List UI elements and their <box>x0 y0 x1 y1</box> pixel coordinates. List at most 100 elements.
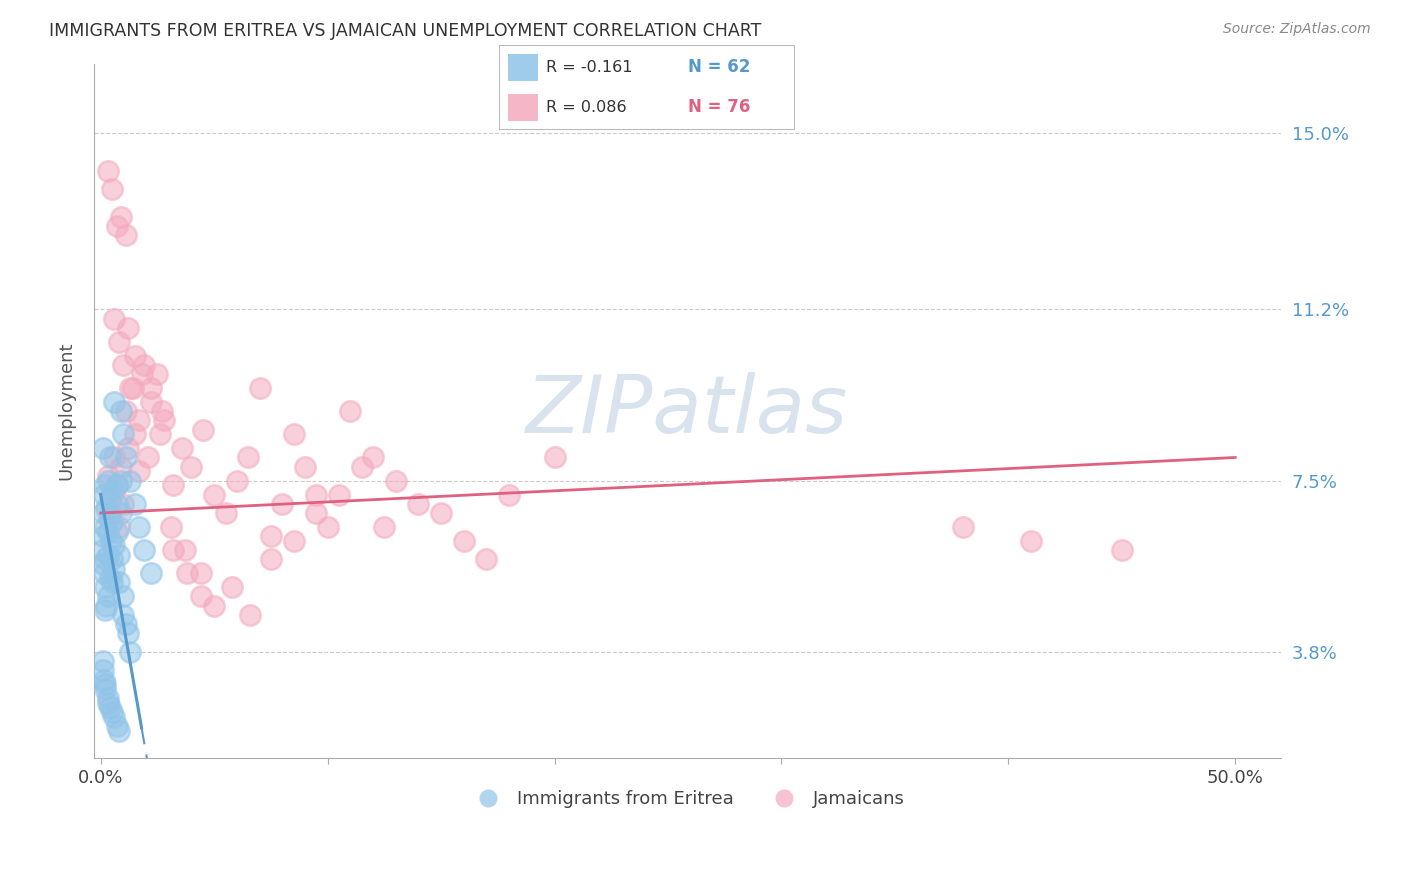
Point <box>94 681 117 696</box>
Point <box>91 664 114 678</box>
Point <box>93 673 115 687</box>
Point <box>101 705 124 719</box>
Point <box>108 723 131 738</box>
Point <box>176 566 198 581</box>
Point <box>105 719 128 733</box>
Point <box>91 529 114 543</box>
Point <box>93 487 115 501</box>
Point <box>339 404 361 418</box>
Point <box>172 441 194 455</box>
Point <box>350 459 373 474</box>
Text: N = 62: N = 62 <box>688 59 751 77</box>
Point <box>114 228 136 243</box>
Point <box>117 626 139 640</box>
Point <box>103 561 125 575</box>
Point <box>96 599 118 613</box>
Point <box>475 552 498 566</box>
Point <box>260 529 283 543</box>
Point <box>139 381 162 395</box>
Point <box>101 552 124 566</box>
Point <box>94 580 117 594</box>
Point <box>112 497 135 511</box>
Point <box>105 219 128 233</box>
Point <box>110 506 132 520</box>
Point <box>101 516 124 530</box>
Point <box>91 441 114 455</box>
Bar <box>508 94 537 120</box>
Point <box>96 696 118 710</box>
Point <box>260 552 283 566</box>
Point <box>328 487 350 501</box>
Point <box>139 566 162 581</box>
Point <box>239 607 262 622</box>
Point <box>98 571 121 585</box>
Point <box>105 497 128 511</box>
Text: IMMIGRANTS FROM ERITREA VS JAMAICAN UNEMPLOYMENT CORRELATION CHART: IMMIGRANTS FROM ERITREA VS JAMAICAN UNEM… <box>49 22 762 40</box>
Point <box>120 645 142 659</box>
Point <box>96 474 118 488</box>
Point <box>96 590 118 604</box>
Point <box>1111 543 1133 558</box>
Point <box>498 487 520 501</box>
Point <box>283 533 305 548</box>
Point <box>96 691 118 706</box>
Point <box>316 520 339 534</box>
Point <box>162 543 184 558</box>
Point <box>202 599 225 613</box>
Point <box>283 427 305 442</box>
Point <box>190 590 212 604</box>
Point <box>110 459 132 474</box>
Point <box>305 487 328 501</box>
Point <box>101 182 124 196</box>
Point <box>384 474 406 488</box>
Point <box>128 464 150 478</box>
Point <box>105 478 128 492</box>
Point <box>117 441 139 455</box>
Point <box>110 474 132 488</box>
Point <box>94 520 117 534</box>
Point <box>112 607 135 622</box>
Point <box>149 427 172 442</box>
Point <box>453 533 475 548</box>
Text: Source: ZipAtlas.com: Source: ZipAtlas.com <box>1223 22 1371 37</box>
Text: ZIPatlas: ZIPatlas <box>526 372 848 450</box>
Point <box>114 404 136 418</box>
Point <box>96 163 118 178</box>
Legend: Immigrants from Eritrea, Jamaicans: Immigrants from Eritrea, Jamaicans <box>463 783 912 815</box>
Point <box>120 381 142 395</box>
Point <box>305 506 328 520</box>
Point <box>408 497 430 511</box>
Point <box>162 478 184 492</box>
Point <box>160 520 183 534</box>
Point <box>101 575 124 590</box>
Point <box>221 580 243 594</box>
Point <box>131 367 153 381</box>
Point <box>114 450 136 465</box>
Point <box>121 381 143 395</box>
Point <box>96 469 118 483</box>
Point <box>93 566 115 581</box>
Point <box>952 520 974 534</box>
Point <box>103 538 125 552</box>
Point <box>124 427 146 442</box>
Point <box>101 483 124 497</box>
Point <box>108 575 131 590</box>
Point <box>1019 533 1042 548</box>
Point <box>128 520 150 534</box>
Point <box>132 358 155 372</box>
Point <box>132 543 155 558</box>
Point <box>430 506 453 520</box>
Point <box>238 450 260 465</box>
Point <box>361 450 384 465</box>
Point <box>202 487 225 501</box>
Point <box>94 603 117 617</box>
Bar <box>508 54 537 81</box>
Point <box>139 395 162 409</box>
Point <box>191 423 214 437</box>
Point <box>98 506 121 520</box>
Point <box>543 450 565 465</box>
Point <box>96 548 118 562</box>
Point <box>97 510 120 524</box>
Point <box>98 700 121 714</box>
Point <box>98 450 121 465</box>
